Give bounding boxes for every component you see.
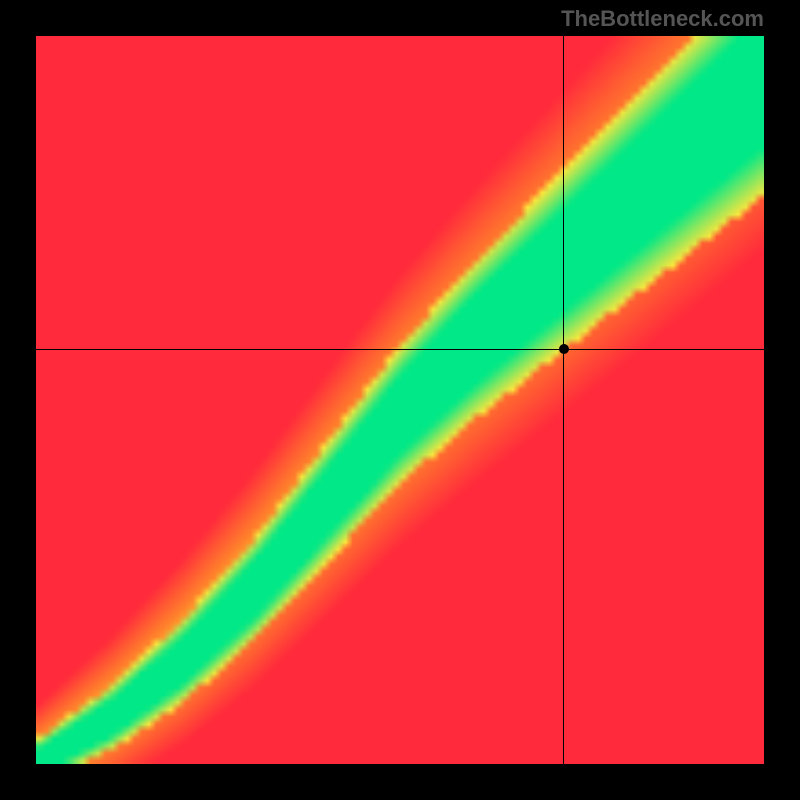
watermark-text: TheBottleneck.com — [561, 6, 764, 32]
bottleneck-heatmap — [36, 36, 764, 764]
chart-frame: TheBottleneck.com — [0, 0, 800, 800]
